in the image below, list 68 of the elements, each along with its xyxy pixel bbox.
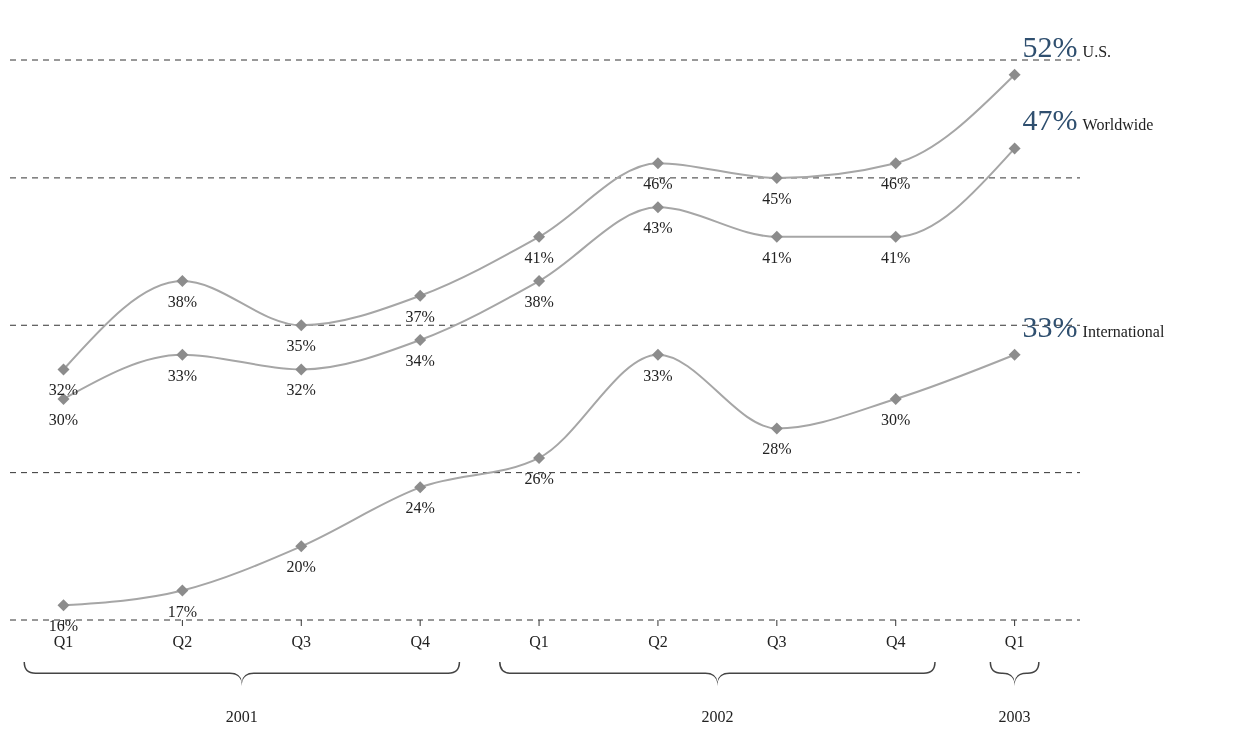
data-label: 47% [1022,103,1078,137]
point [889,230,902,243]
point [533,275,546,288]
data-label: 28% [762,440,792,458]
text: Worldwide [1082,116,1154,134]
text: U.S. [1082,42,1112,60]
point [176,348,189,361]
x-tick-label: Q4 [410,633,430,651]
data-label: 43% [643,219,673,237]
point [176,584,189,597]
data-label: 33% [167,366,198,384]
data-label: 52% [1022,29,1078,63]
data-label: 35% [286,337,316,355]
point [651,201,664,214]
text: International [1082,322,1165,340]
data-label: 45% [762,189,792,207]
point [1008,142,1021,155]
data-label: 37% [405,307,435,325]
x-tick-label: Q2 [648,633,668,651]
data-label: 46% [643,175,673,193]
point [176,275,189,288]
point [770,171,783,184]
data-label: 38% [524,293,554,311]
point [889,392,902,405]
data-label: 32% [48,381,79,399]
data-label: 34% [405,352,435,369]
point [295,540,308,553]
data-label: 26% [524,469,554,487]
point [414,481,427,494]
point [651,348,664,361]
text: 2003 [998,708,1031,725]
x-tick-label: Q1 [53,633,74,651]
data-label: 24% [405,499,435,517]
point [414,334,427,346]
data-label: 20% [286,558,316,576]
x-tick-label: Q1 [529,633,549,651]
point [295,363,308,376]
data-label: 17% [167,602,198,620]
text: 2001 [225,708,258,725]
point [1008,348,1021,361]
point [533,230,546,243]
data-label: 38% [167,293,198,311]
data-label: 41% [762,248,792,266]
point [57,599,70,612]
data-label: 30% [881,410,911,428]
data-label: 46% [881,175,911,193]
data-label: 41% [524,248,554,266]
point [57,363,70,376]
point [1008,68,1021,81]
point [770,422,783,435]
point [651,157,664,170]
x-tick-label: Q1 [1004,633,1025,651]
point [770,230,783,243]
point [889,157,902,170]
data-label: 41% [881,248,911,266]
data-label: 16% [48,617,79,635]
x-tick-label: Q4 [885,633,906,651]
point [533,451,546,464]
x-tick-label: Q2 [172,633,193,651]
point [295,319,308,332]
data-label: 33% [1022,309,1078,343]
data-label: 33% [643,366,673,384]
data-label: 32% [286,381,316,399]
text: 2002 [701,708,734,725]
point [414,289,427,302]
data-label: 30% [48,410,79,428]
x-tick-label: Q3 [767,633,787,651]
x-tick-label: Q3 [291,633,312,651]
